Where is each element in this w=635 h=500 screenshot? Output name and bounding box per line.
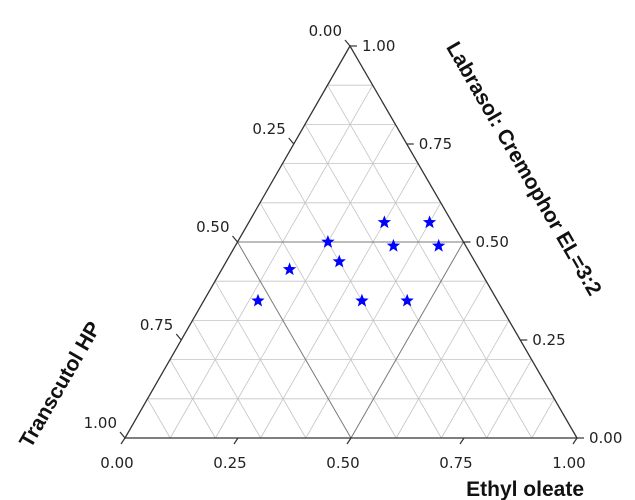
grid-line (147, 398, 171, 439)
bottom-tick-mark (346, 437, 352, 445)
right-tick-label: 0.50 (476, 233, 509, 251)
left-tick-label: 0.25 (252, 120, 285, 138)
data-point-star (332, 254, 346, 268)
grid-line (327, 84, 533, 439)
grid-line (486, 359, 532, 439)
bottom-axis-title: Ethyl oleate (466, 478, 584, 500)
ticks-layer: 1.00 0.75 0.50 0.25 0.00 0.00 0.25 0.50 0.75 1.00… (84, 22, 623, 472)
left-tick-label: 0.50 (196, 218, 229, 236)
grid-line (260, 163, 419, 439)
data-point-star (355, 293, 369, 307)
grid-line (169, 85, 374, 439)
left-tick-label: 1.00 (84, 414, 117, 432)
bottom-tick-label: 1.00 (552, 454, 585, 472)
right-tick-label: 0.00 (589, 429, 622, 447)
data-point-star (321, 235, 335, 248)
bottom-tick-mark (459, 437, 465, 445)
data-point-star (251, 293, 265, 307)
bottom-tick-label: 0.75 (439, 454, 472, 472)
grid-line (192, 320, 261, 439)
data-point-star (282, 262, 297, 276)
bottom-tick-label: 0.00 (100, 454, 133, 472)
data-point-star (432, 238, 446, 252)
right-tick-label: 1.00 (362, 37, 395, 55)
left-tick-mark (344, 39, 351, 47)
bottom-tick-mark (120, 437, 126, 445)
bottom-tick-mark (572, 437, 578, 445)
left-tick-mark (119, 431, 126, 439)
data-point-star (400, 293, 414, 307)
grid-line (237, 241, 352, 439)
grid-line (441, 320, 510, 439)
grid-line (169, 359, 216, 439)
points-layer (251, 215, 446, 307)
grid-line (531, 398, 555, 439)
right-axis-title: Labrasol: Cremophor EL=3:2 (441, 38, 605, 300)
bottom-tick-label: 0.50 (326, 454, 359, 472)
data-point-star (377, 215, 391, 229)
bottom-tick-label: 0.25 (213, 454, 246, 472)
right-tick-label: 0.75 (419, 135, 452, 153)
left-tick-label: 0.00 (309, 22, 342, 40)
bottom-tick-mark (233, 437, 239, 445)
left-tick-mark (175, 333, 182, 341)
grid-line (395, 281, 487, 439)
data-point-star (422, 215, 437, 229)
grid-line (214, 280, 307, 439)
data-point-star (386, 238, 401, 252)
grid-line (350, 241, 464, 439)
left-tick-mark (288, 137, 295, 145)
right-tick-label: 0.25 (532, 331, 565, 349)
left-tick-mark (232, 235, 238, 243)
grid-layer (147, 84, 555, 439)
left-tick-label: 0.75 (140, 316, 173, 334)
